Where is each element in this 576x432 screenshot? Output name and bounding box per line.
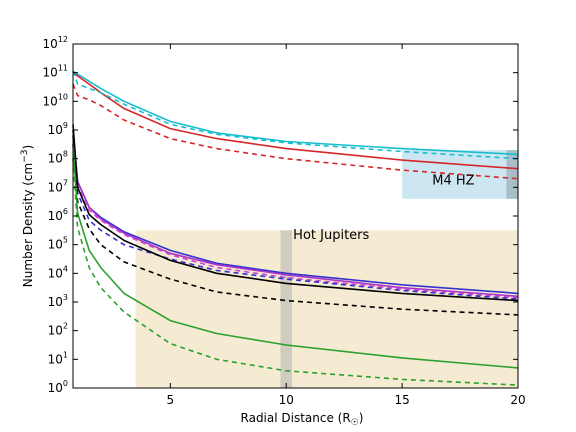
- y-tick-label: 102: [48, 322, 68, 338]
- y-tick-label: 107: [48, 178, 68, 194]
- x-tick-label: 15: [394, 393, 409, 407]
- axis-ticks: 5 10 15 20 100 101 102 103 104 105 106 107 108 109 101…: [43, 35, 526, 407]
- y-tick-label: 100: [48, 379, 68, 395]
- y-axis-label-superscript: −3: [20, 149, 30, 162]
- series-line-7: [72, 135, 519, 300]
- y-tick-label: 104: [48, 264, 68, 280]
- series-line-8: [72, 124, 519, 302]
- region-0: [135, 230, 518, 388]
- series-line-10: [72, 144, 519, 369]
- series-line-5: [72, 129, 519, 298]
- series-lines: [72, 70, 519, 386]
- annotation-1: M4 HZ: [432, 173, 474, 188]
- y-tick-label: 108: [48, 150, 68, 166]
- x-axis-label-end: ): [359, 411, 364, 425]
- x-axis-label-subscript: ☉: [351, 418, 359, 428]
- x-axis-label-main: Radial Distance (R: [241, 411, 351, 425]
- y-tick-label: 109: [48, 121, 68, 137]
- y-axis-label: Number Density (cm−3): [20, 145, 35, 287]
- region-3: [506, 150, 518, 199]
- series-line-3: [72, 83, 519, 180]
- y-tick-label: 1011: [43, 64, 68, 80]
- y-axis-label-end: ): [21, 145, 35, 150]
- x-tick-label: 10: [279, 393, 294, 407]
- y-tick-label: 1010: [43, 92, 68, 108]
- annotations: Hot Jupiters M4 HZ: [293, 173, 474, 242]
- x-axis-label: Radial Distance (R☉): [241, 411, 364, 428]
- series-line-9: [72, 144, 519, 316]
- series-line-6: [72, 129, 519, 299]
- region-2: [280, 230, 293, 388]
- y-axis-label-main: Number Density (cm: [21, 163, 35, 287]
- y-tick-label: 101: [48, 350, 68, 366]
- y-tick-label: 103: [48, 293, 68, 309]
- series-line-0: [72, 70, 519, 156]
- series-line-1: [72, 72, 519, 170]
- annotation-0: Hot Jupiters: [293, 228, 369, 243]
- series-line-2: [72, 70, 519, 160]
- x-tick-label: 5: [167, 393, 175, 407]
- x-tick-label: 20: [510, 393, 525, 407]
- y-tick-label: 1012: [43, 35, 68, 51]
- y-tick-label: 105: [48, 236, 68, 252]
- y-tick-label: 106: [48, 207, 68, 223]
